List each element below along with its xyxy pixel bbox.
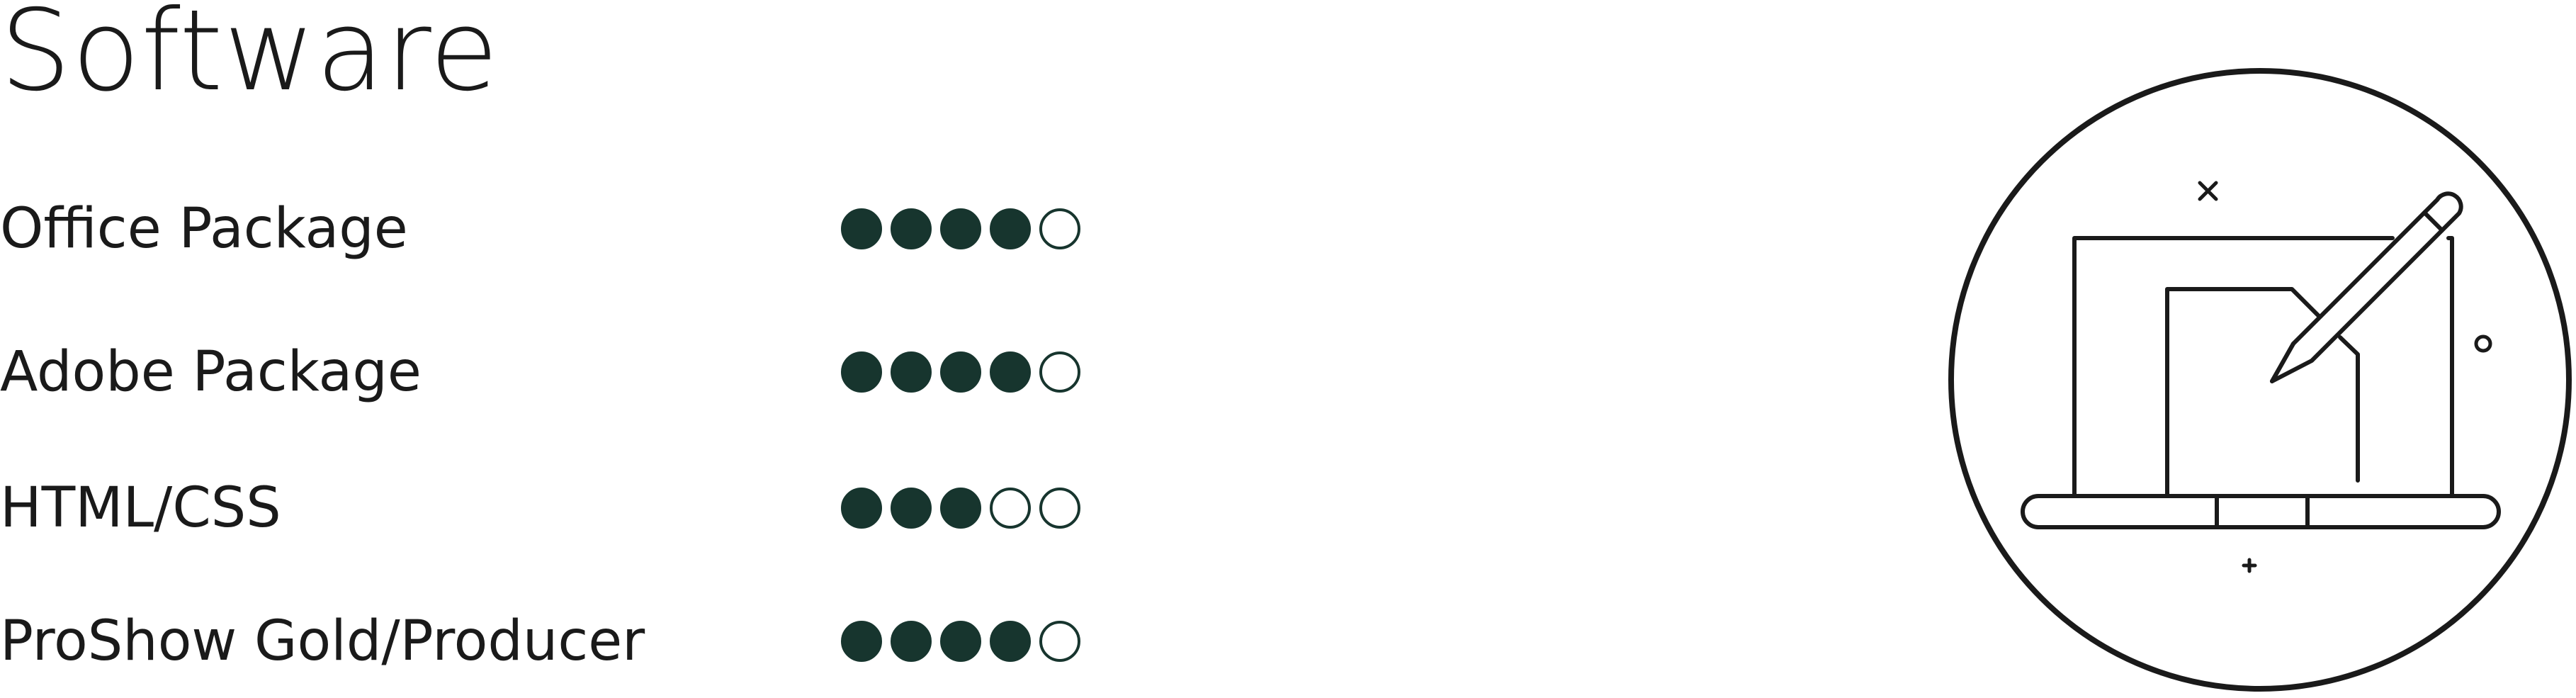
rating-dot-filled: [891, 208, 932, 249]
plus-mark-icon: [2242, 558, 2257, 573]
rating-dot-filled: [990, 351, 1031, 393]
rating-dot-filled: [841, 351, 882, 393]
rating-dot-filled: [990, 208, 1031, 249]
rating-dot-filled: [841, 208, 882, 249]
rating-dot-filled: [940, 351, 981, 393]
rating-dot-filled: [841, 621, 882, 662]
rating-dot-filled: [940, 208, 981, 249]
small-circle-icon: [2474, 334, 2492, 353]
rating-dot-filled: [940, 488, 981, 529]
rating-dot-empty: [1039, 208, 1080, 249]
skill-row: Office Package: [0, 183, 1134, 275]
skill-row: Adobe Package: [0, 326, 1134, 418]
skill-row: ProShow Gold/Producer: [0, 595, 1134, 687]
laptop-icon: [2021, 236, 2501, 529]
skill-name: Office Package: [0, 197, 408, 261]
skill-row: HTML/CSS: [0, 462, 1134, 554]
section-title: Software: [0, 0, 499, 116]
skill-rating: [841, 351, 1080, 393]
rating-dot-filled: [891, 488, 932, 529]
laptop-with-pen-icon: [1945, 62, 2575, 695]
rating-dot-empty: [1039, 621, 1080, 662]
skill-name: Adobe Package: [0, 340, 422, 404]
cross-mark-icon: [2198, 181, 2218, 201]
rating-dot-filled: [940, 621, 981, 662]
rating-dot-filled: [891, 621, 932, 662]
illustration-circle: [1948, 68, 2572, 692]
skill-rating: [841, 208, 1080, 249]
skill-rating: [841, 621, 1080, 662]
skill-name: HTML/CSS: [0, 476, 281, 540]
rating-dot-empty: [1039, 488, 1080, 529]
rating-dot-filled: [891, 351, 932, 393]
skills-list: Office Package Adobe Package HTML/CSS Pr…: [0, 0, 1134, 695]
rating-dot-filled: [990, 621, 1031, 662]
pen-icon: [2270, 191, 2463, 383]
rating-dot-empty: [990, 488, 1031, 529]
rating-dot-empty: [1039, 351, 1080, 393]
skill-rating: [841, 488, 1080, 529]
skill-name: ProShow Gold/Producer: [0, 609, 645, 673]
rating-dot-filled: [841, 488, 882, 529]
